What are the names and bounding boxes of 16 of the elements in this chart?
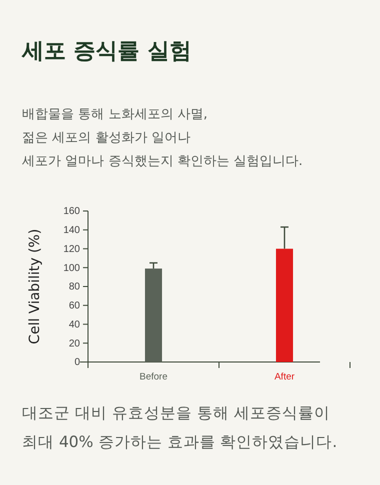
y-tick-label: 120 xyxy=(63,244,80,255)
text: 최대 40% 증가하는 효과를 확인하였습니다. xyxy=(22,433,338,451)
y-axis-title: Cell Viability (%) xyxy=(27,228,43,344)
y-tick-label: 160 xyxy=(63,206,80,218)
chart-subtitle: 배합물을 통해 노화세포의 사멸, 젊은 세포의 활성화가 일어나 세포가 얼마나 증식했는지 확인하는 실험입니다. xyxy=(22,107,303,169)
y-tick-label: 20 xyxy=(68,338,80,350)
x-tick-label: After xyxy=(274,371,295,382)
y-tick-label: 80 xyxy=(68,282,80,293)
y-tick-label: 100 xyxy=(63,262,80,274)
chart-title: 세포 증식률 실험 xyxy=(21,39,192,64)
text: 대조군 대비 유효성분을 통해 세포증식률이 xyxy=(22,404,330,422)
x-tick-label: Before xyxy=(140,371,168,382)
y-tick-label: 0 xyxy=(74,357,80,368)
y-tick-label: 40 xyxy=(68,319,80,330)
y-tick-label: 60 xyxy=(68,300,80,312)
y-tick-label: 140 xyxy=(63,225,80,236)
